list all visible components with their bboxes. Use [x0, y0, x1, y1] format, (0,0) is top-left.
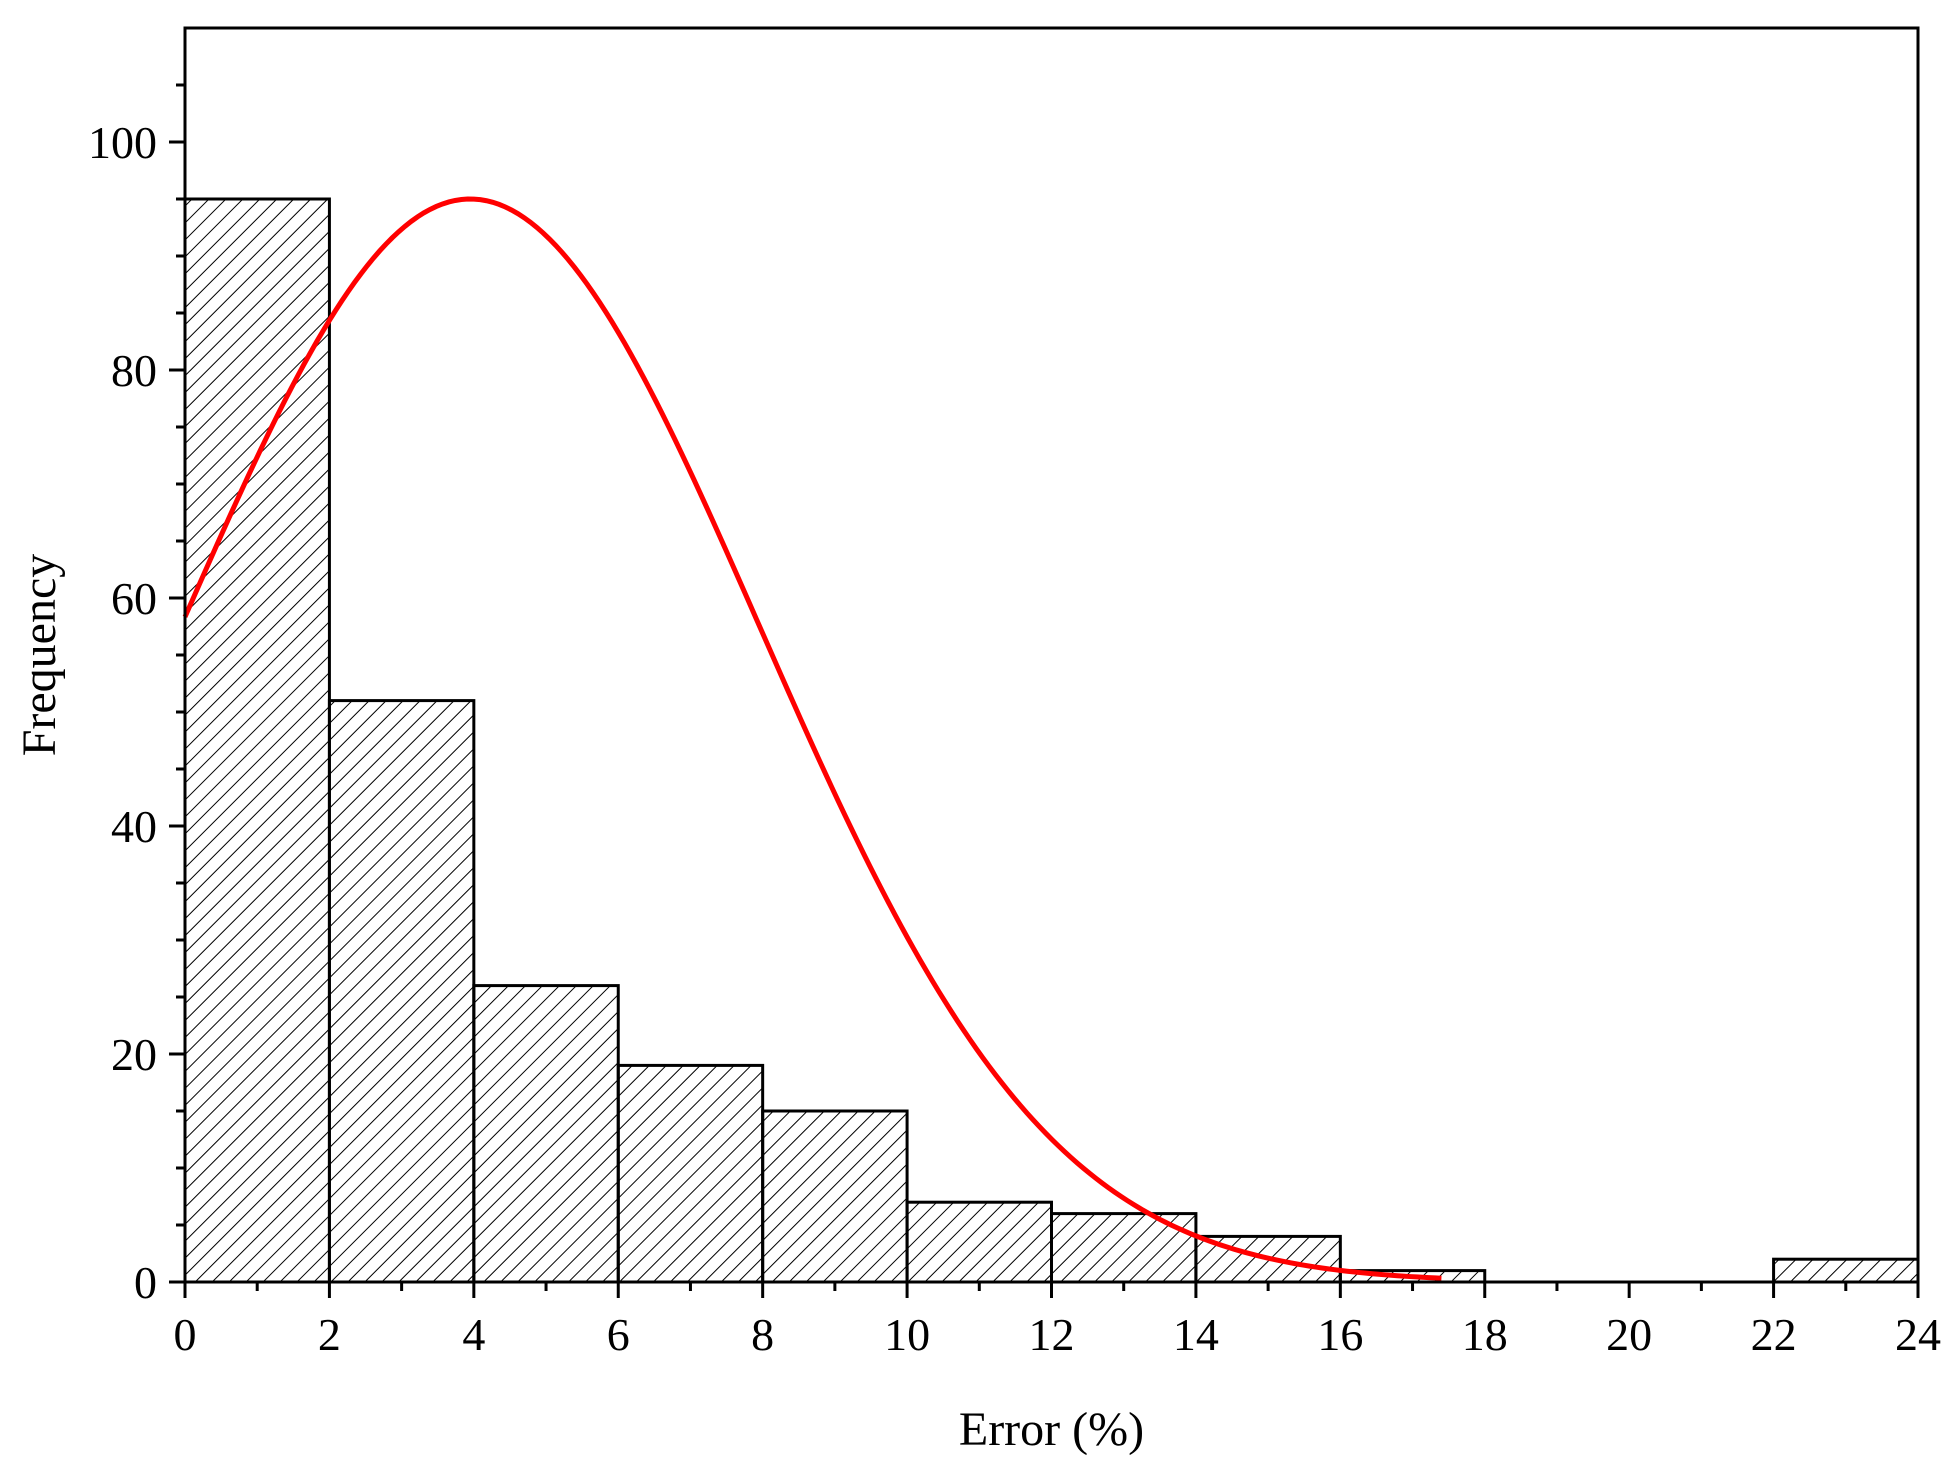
- y-tick-label: 40: [111, 801, 157, 852]
- y-tick-label: 60: [111, 573, 157, 624]
- x-tick-label: 22: [1751, 1309, 1797, 1360]
- x-tick-label: 0: [174, 1309, 197, 1360]
- x-tick-label: 12: [1029, 1309, 1075, 1360]
- x-tick-label: 20: [1606, 1309, 1652, 1360]
- histogram-bar-1: [327, 699, 476, 1284]
- histogram-bar-2: [472, 984, 620, 1284]
- x-tick-label: 6: [607, 1309, 630, 1360]
- x-tick-label: 10: [884, 1309, 930, 1360]
- x-axis-title: Error (%): [959, 1403, 1144, 1456]
- axis-ticks: [169, 83, 1920, 1298]
- x-tick-label: 16: [1317, 1309, 1363, 1360]
- normal-fit-curve: [182, 196, 1442, 1281]
- x-tick-label: 24: [1895, 1309, 1941, 1360]
- histogram-bar-11: [1772, 1257, 1920, 1284]
- x-tick-label: 2: [318, 1309, 341, 1360]
- histogram-bar-5: [905, 1200, 1053, 1284]
- x-tick-label: 18: [1462, 1309, 1508, 1360]
- y-axis-title: Frequency: [13, 554, 66, 757]
- x-tick-label: 14: [1173, 1309, 1219, 1360]
- x-tick-label: 8: [751, 1309, 774, 1360]
- histogram-bar-0: [183, 197, 331, 1284]
- histogram-bar-3: [616, 1063, 765, 1284]
- y-tick-label: 0: [134, 1257, 157, 1308]
- histogram-bars: [183, 197, 1920, 1284]
- y-tick-label: 100: [88, 117, 157, 168]
- y-tick-label: 20: [111, 1029, 157, 1080]
- histogram-bar-4: [761, 1109, 909, 1284]
- x-tick-label: 4: [462, 1309, 485, 1360]
- y-tick-label: 80: [111, 345, 157, 396]
